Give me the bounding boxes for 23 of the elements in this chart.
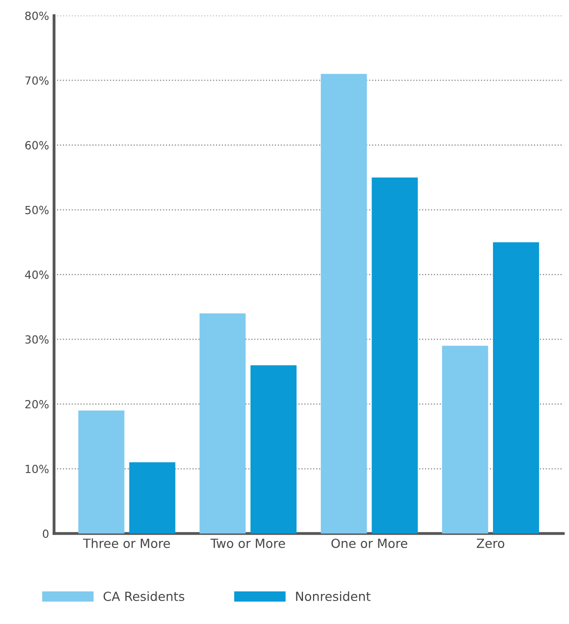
bar bbox=[320, 74, 367, 534]
legend-label: CA Residents bbox=[104, 591, 184, 602]
y-tick-label: 40% bbox=[25, 270, 49, 279]
y-tick-label: 10% bbox=[26, 464, 49, 474]
y-tick-label: 70% bbox=[25, 76, 49, 85]
bar bbox=[250, 365, 297, 534]
x-tick-label: Three or More bbox=[83, 538, 170, 548]
y-tick-label: 80% bbox=[25, 12, 49, 20]
y-tick-label: 0 bbox=[42, 529, 48, 538]
bar bbox=[492, 242, 540, 534]
y-tick-label: 60% bbox=[25, 141, 49, 150]
bar bbox=[129, 462, 176, 534]
bar bbox=[200, 313, 246, 534]
x-tick-label: Two or More bbox=[210, 538, 285, 548]
legend-label: Nonresident bbox=[296, 591, 370, 602]
bar bbox=[442, 346, 488, 534]
y-tick-label: 20% bbox=[25, 400, 49, 408]
x-tick-label: One or More bbox=[331, 538, 408, 548]
bar bbox=[78, 410, 124, 534]
y-tick-label: 50% bbox=[25, 206, 49, 214]
y-tick-label: 30% bbox=[25, 335, 49, 344]
bar bbox=[372, 177, 418, 534]
x-tick-label: Zero bbox=[476, 538, 504, 548]
